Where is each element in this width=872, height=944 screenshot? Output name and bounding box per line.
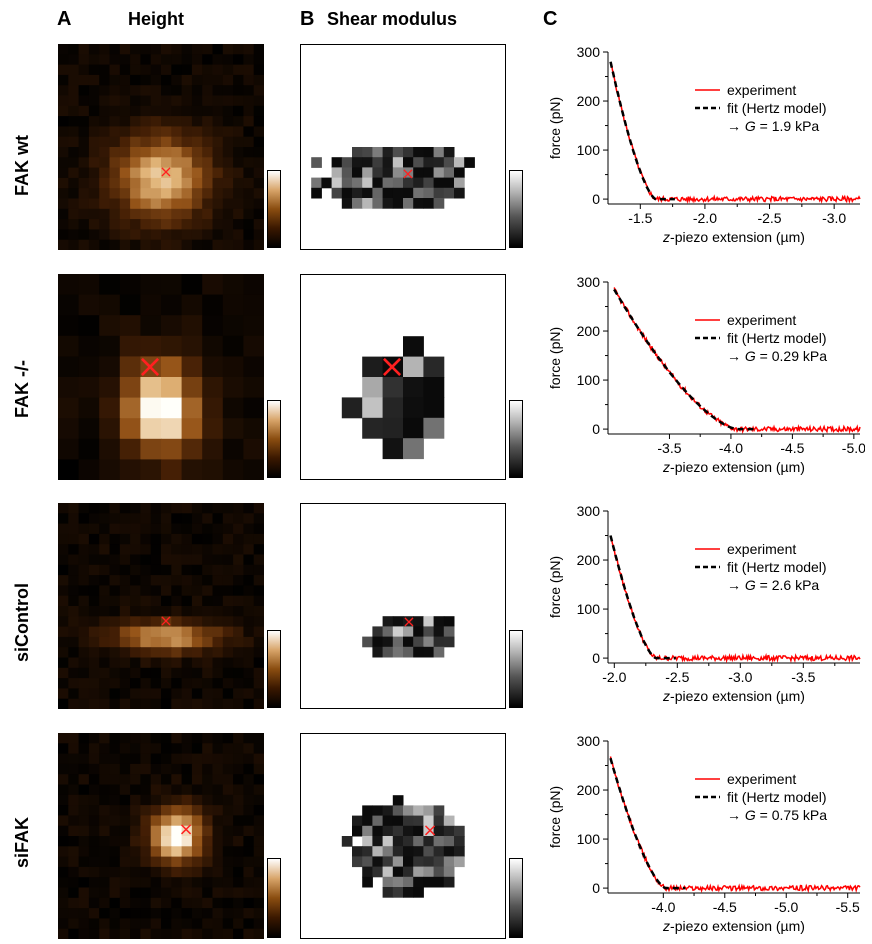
shear-modulus-column-title: Shear modulus xyxy=(327,9,458,29)
height-color-scale xyxy=(267,170,281,248)
height-map-fak-ko xyxy=(58,274,265,481)
legend-label-fit: fit (Hertz model) xyxy=(727,789,827,805)
force-curve-chart-sifak: 0 100 200 300 -4.0 -4.5 -5.0 -5.5 z-piezo extens… xyxy=(547,733,861,934)
y-tick-label: 100 xyxy=(577,831,601,847)
indentation-marker: × xyxy=(422,820,438,841)
x-tick-label: -5.0 xyxy=(774,899,798,915)
panel-letter-a: A xyxy=(57,8,72,30)
x-tick-label: -4.5 xyxy=(780,440,804,456)
shear-modulus-map-sicontrol xyxy=(300,503,506,709)
indentation-marker: × xyxy=(159,162,173,181)
indentation-marker: × xyxy=(159,611,173,630)
shear-modulus-color-scale xyxy=(509,170,523,248)
fit-series-line xyxy=(609,61,675,201)
legend-label-experiment: experiment xyxy=(727,771,796,787)
legend-label-experiment: experiment xyxy=(727,541,796,557)
x-tick-label: -1.5 xyxy=(628,210,652,226)
height-map-sifak xyxy=(58,733,265,940)
x-tick-label: -4.0 xyxy=(719,440,743,456)
x-tick-label: -5.0 xyxy=(842,440,865,456)
shear-modulus-color-scale xyxy=(509,630,523,708)
panel-letter-b: B xyxy=(300,8,315,30)
y-tick-label: 100 xyxy=(577,601,601,617)
force-curve-chart-fak-ko: 0 100 200 300 -3.5 -4.0 -4.5 -5.0 z-piezo extens… xyxy=(547,274,865,475)
y-tick-label: 200 xyxy=(577,323,601,339)
y-tick-label: 200 xyxy=(577,782,601,798)
x-tick-label: -2.0 xyxy=(602,669,626,685)
shear-modulus-map-fak-wt xyxy=(300,44,506,250)
y-tick-label: 100 xyxy=(577,372,601,388)
row-label-fak-ko: FAK -/- xyxy=(12,360,32,418)
modulus-annotation: → G = 1.9 kPa xyxy=(727,118,819,134)
row-label-sicontrol: siControl xyxy=(12,583,32,662)
x-tick-label: -3.5 xyxy=(791,669,815,685)
height-map-fak-wt xyxy=(58,44,265,251)
indentation-marker: × xyxy=(136,347,164,385)
y-tick-label: 0 xyxy=(592,880,600,896)
height-color-scale xyxy=(267,400,281,478)
panel-letter-c: C xyxy=(543,8,558,30)
shear-modulus-map-sifak xyxy=(300,733,506,939)
y-tick-label: 300 xyxy=(577,503,601,519)
y-tick-label: 200 xyxy=(577,93,601,109)
y-tick-label: 300 xyxy=(577,733,601,749)
y-tick-label: 300 xyxy=(577,274,601,290)
indentation-marker: × xyxy=(178,819,194,840)
fit-series-line xyxy=(613,288,757,431)
x-axis-label: z-piezo extension (µm) xyxy=(662,688,805,704)
force-curve-chart-sicontrol: 0 100 200 300 -2.0 -2.5 -3.0 -3.5 z-piezo extens… xyxy=(547,503,861,704)
legend-label-experiment: experiment xyxy=(727,312,796,328)
x-tick-label: -2.5 xyxy=(757,210,781,226)
y-tick-label: 0 xyxy=(592,191,600,207)
x-tick-label: -2.5 xyxy=(665,669,689,685)
indentation-marker: × xyxy=(401,164,415,183)
x-axis-label: z-piezo extension (µm) xyxy=(662,229,805,245)
height-map-sicontrol xyxy=(58,503,265,710)
x-tick-label: -3.0 xyxy=(728,669,752,685)
x-axis-label: z-piezo extension (µm) xyxy=(662,459,805,475)
y-tick-label: 0 xyxy=(592,650,600,666)
y-axis-label: force (pN) xyxy=(547,786,563,848)
y-tick-label: 100 xyxy=(577,142,601,158)
y-axis-label: force (pN) xyxy=(547,327,563,389)
x-tick-label: -3.0 xyxy=(822,210,846,226)
modulus-annotation: → G = 2.6 kPa xyxy=(727,577,819,593)
indentation-marker: × xyxy=(402,612,416,631)
legend-label-fit: fit (Hertz model) xyxy=(727,559,827,575)
force-curve-chart-fak-wt: 0 100 200 300 -1.5 -2.0 -2.5 -3.0 z-piezo extens… xyxy=(547,44,861,245)
x-tick-label: -5.5 xyxy=(836,899,860,915)
y-tick-label: 200 xyxy=(577,552,601,568)
fit-series-line xyxy=(609,535,676,660)
y-axis-label: force (pN) xyxy=(547,97,563,159)
shear-modulus-map-fak-ko xyxy=(300,274,506,480)
x-tick-label: -4.5 xyxy=(713,899,737,915)
x-tick-label: -3.5 xyxy=(657,440,681,456)
legend-label-experiment: experiment xyxy=(727,82,796,98)
shear-modulus-color-scale xyxy=(509,400,523,478)
row-label-fak-wt: FAK wt xyxy=(12,135,32,196)
shear-modulus-color-scale xyxy=(509,858,523,938)
legend-label-fit: fit (Hertz model) xyxy=(727,330,827,346)
y-tick-label: 300 xyxy=(577,44,601,60)
y-axis-label: force (pN) xyxy=(547,556,563,618)
height-column-title: Height xyxy=(128,9,184,29)
modulus-annotation: → G = 0.29 kPa xyxy=(727,348,827,364)
fit-series-line xyxy=(609,757,686,890)
legend-label-fit: fit (Hertz model) xyxy=(727,100,827,116)
height-color-scale xyxy=(267,630,281,708)
experiment-series-line xyxy=(609,535,861,664)
modulus-annotation: → G = 0.75 kPa xyxy=(727,807,827,823)
x-tick-label: -2.0 xyxy=(693,210,717,226)
indentation-marker: × xyxy=(378,347,406,385)
x-axis-label: z-piezo extension (µm) xyxy=(662,918,805,934)
y-tick-label: 0 xyxy=(592,421,600,437)
row-label-sifak: siFAK xyxy=(12,816,32,868)
x-tick-label: -4.0 xyxy=(651,899,675,915)
height-color-scale xyxy=(267,858,281,938)
